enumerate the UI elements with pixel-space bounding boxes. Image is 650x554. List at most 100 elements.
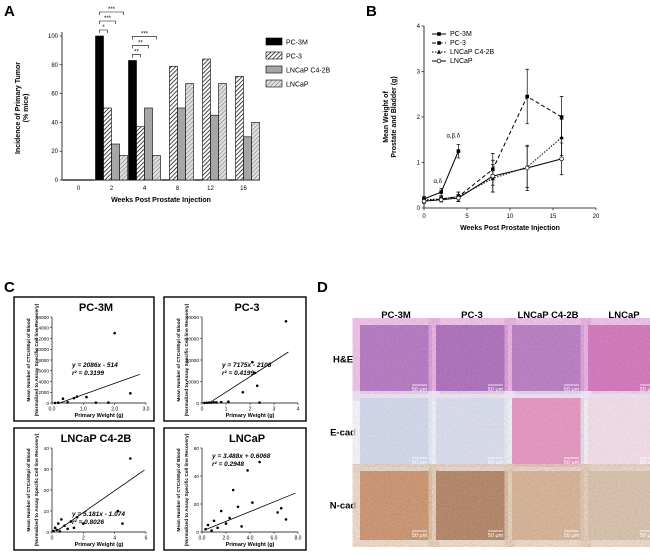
data-point: [219, 400, 223, 404]
data-point: [66, 401, 69, 404]
x-tick-label: 4: [143, 186, 147, 192]
tissue-texture: [360, 398, 432, 467]
bar-lncap-c4-2b: [177, 107, 186, 181]
y-tick-label: 30: [44, 467, 50, 473]
data-point: [56, 522, 60, 525]
panel-d-histology-grid: PC-3M PC-3 LNCaP C4-2B LNCaP H&E 50 μm 50 μm 50…: [330, 310, 650, 540]
x-tick-label: 12: [207, 186, 214, 192]
histology-row-label: N-cad: [330, 501, 357, 512]
annotation: α,β,δ: [446, 133, 460, 139]
legend-swatch: [265, 51, 283, 60]
data-point: [216, 526, 219, 530]
x-tick-label: 6: [145, 536, 148, 542]
x-tick-label: 0: [51, 536, 54, 542]
legend-label: PC-3M: [286, 40, 308, 47]
y-tick-label: 4: [417, 24, 421, 30]
regression-equation: y = 3.488x + 0.6068: [211, 453, 271, 460]
tissue-texture: [512, 471, 584, 540]
x-tick-label: 10: [507, 214, 514, 220]
scale-bar-label: 50 μm: [640, 460, 650, 466]
bar-pc-3m: [128, 60, 137, 181]
y-tick-label: 0: [196, 401, 199, 407]
significance-label: ***: [141, 31, 149, 37]
tissue-texture: [588, 471, 650, 540]
x-tick-label: 0.0: [199, 536, 206, 542]
tissue-tint: [588, 325, 650, 394]
histology-image: 50 μm: [360, 471, 432, 540]
y-tick-label: 100: [48, 34, 59, 40]
histology-column-label: LNCaP: [608, 310, 640, 321]
y-tick-label: 0: [46, 401, 49, 407]
x-tick-label: 3.0: [143, 407, 150, 413]
y-axis-label: Mean Number of CTCs/50μl of Blood (Normal…: [26, 303, 40, 416]
y-tick-label: 40: [194, 474, 200, 480]
regression-equation: y = 5.181x - 1.074: [71, 511, 125, 518]
scale-bar-label: 50 μm: [488, 460, 504, 466]
histology-image: 50 μm: [436, 325, 508, 394]
histology-image: 50 μm: [512, 471, 584, 540]
x-tick-label: 0: [77, 186, 81, 192]
data-point: [437, 32, 441, 36]
scatter-title: LNCaP: [229, 433, 265, 445]
x-tick-label: 15: [550, 214, 557, 220]
data-point: [129, 457, 132, 460]
regression-r2: r² = 0.8026: [72, 519, 104, 526]
y-tick-label: 0: [417, 206, 421, 212]
y-tick-label: 60: [194, 446, 200, 452]
x-tick-label: 0: [201, 407, 204, 413]
significance-bracket: [132, 45, 149, 49]
y-tick-label: 40000: [186, 315, 200, 321]
regression-r2: r² = 0.4199: [222, 370, 254, 377]
y-tick-label: 30000: [186, 336, 200, 342]
histology-image: 50 μm: [360, 398, 432, 467]
scatter-frame: [13, 296, 155, 422]
series-pc-3m: [422, 143, 461, 202]
y-axis-label: Incidence of Primary Tumor(% mice): [15, 62, 30, 154]
legend-label: PC-3: [286, 54, 302, 61]
data-point: [113, 331, 116, 335]
data-point: [212, 401, 216, 404]
panel-letter-b: B: [366, 3, 377, 20]
data-point: [284, 518, 288, 521]
data-point: [212, 519, 216, 523]
data-point: [224, 522, 228, 525]
series-line: [423, 158, 562, 202]
data-point: [231, 488, 235, 492]
scale-bar-label: 50 μm: [564, 460, 580, 466]
data-point: [129, 392, 132, 395]
scale-bar-label: 50 μm: [412, 387, 428, 393]
data-point: [241, 390, 245, 394]
y-tick-label: 0: [55, 178, 59, 184]
x-tick-label: 1: [225, 407, 228, 413]
scale-bar-label: 50 μm: [412, 533, 428, 539]
bar-lncap-c4-2b: [111, 143, 120, 181]
bar-pc-3m: [95, 35, 104, 181]
y-tick-label: 10000: [36, 347, 50, 353]
panel-letter-c: C: [4, 279, 15, 296]
histology-image: 50 μm: [512, 325, 584, 394]
tissue-tint: [360, 471, 432, 540]
data-point: [227, 400, 230, 404]
histology-image: 50 μm: [436, 398, 508, 467]
data-point: [206, 523, 210, 527]
bar-lncap: [152, 155, 161, 181]
data-point: [121, 522, 124, 525]
significance-label: *: [102, 25, 105, 31]
scatter-title: LNCaP C4-2B: [61, 433, 132, 445]
histology-row-label: E-cad: [330, 428, 356, 439]
data-point: [437, 41, 441, 45]
scatter-frame: [163, 296, 307, 422]
histology-image: 50 μm: [360, 325, 432, 394]
bar-pc-3: [235, 76, 244, 181]
scatter-title: PC-3: [234, 302, 259, 314]
y-tick-label: 20000: [186, 358, 200, 364]
y-axis-label: Mean Number of CTCs/50μl of Blood (Normal…: [26, 433, 40, 546]
chart-b-weight-line: 0 1 2 3 4 0 5 10 15 20 α,δ α,β,δ Mean Weight ofProst…: [383, 24, 600, 232]
y-tick-label: 60: [51, 92, 58, 98]
scale-bar-label: 50 μm: [564, 387, 580, 393]
regression-r2: r² = 0.2948: [212, 461, 244, 468]
data-point: [559, 135, 564, 140]
histology-image: 50 μm: [588, 398, 650, 467]
data-point: [438, 197, 444, 203]
